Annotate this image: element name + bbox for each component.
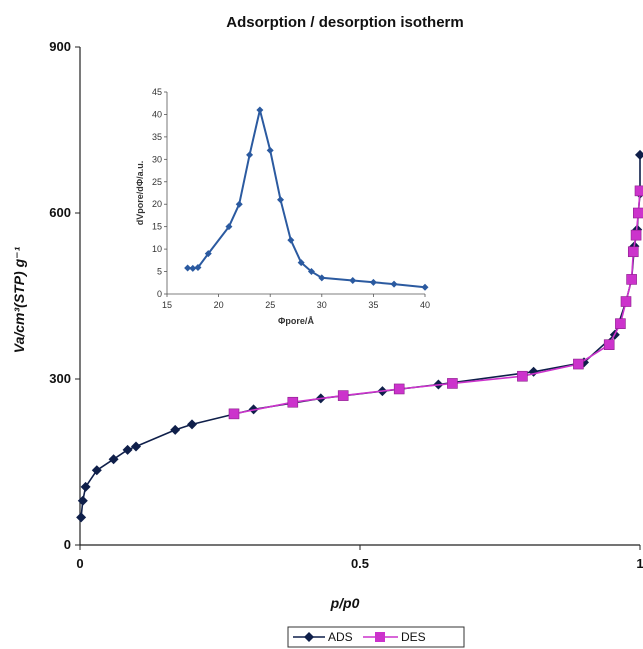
ads-line: [80, 154, 641, 518]
inset-point: [349, 277, 357, 285]
inset-point: [204, 250, 212, 258]
des-point: [287, 396, 299, 408]
inset-x-tick-label: 20: [214, 300, 224, 310]
legend-des-marker: [375, 632, 385, 642]
x-tick-label: 0.5: [351, 556, 369, 571]
inset-point: [369, 278, 377, 286]
inset-y-tick-label: 25: [152, 177, 162, 187]
inset-y-tick-label: 45: [152, 87, 162, 97]
inset-y-tick-label: 15: [152, 222, 162, 232]
des-point: [228, 408, 240, 420]
des-point: [633, 207, 643, 219]
des-point: [627, 246, 639, 258]
inset-x-axis-label: Φpore/Å: [278, 316, 314, 326]
y-tick-label: 300: [49, 371, 71, 386]
inset-point: [318, 274, 326, 282]
legend-ads-marker: [304, 632, 314, 642]
inset-series-line: [187, 109, 426, 289]
des-point: [573, 358, 584, 370]
des-point: [603, 339, 615, 350]
des-series: [228, 185, 643, 420]
ads-point: [187, 419, 197, 430]
ads-point: [80, 481, 91, 492]
x-tick-label: 0: [76, 556, 83, 571]
ads-point: [131, 441, 141, 452]
ads-point: [170, 424, 181, 435]
ads-point: [77, 495, 88, 506]
legend-des-label: DES: [401, 630, 426, 644]
inset-point: [235, 200, 243, 208]
inset-point: [421, 283, 429, 291]
inset-point: [184, 264, 192, 272]
inset-y-tick-label: 35: [152, 132, 162, 142]
des-point: [630, 229, 642, 241]
inset-y-tick-label: 40: [152, 109, 162, 119]
inset-y-axis-label: dVpore/dΦ/a.u.: [135, 161, 145, 225]
inset-y-tick-label: 30: [152, 154, 162, 164]
y-axis-label: Va/cm³(STP) g⁻¹: [11, 246, 27, 353]
inset-point: [256, 106, 264, 114]
inset-y-tick-label: 0: [157, 289, 162, 299]
inset-x-tick-label: 30: [317, 300, 327, 310]
ads-point: [108, 454, 119, 465]
des-point: [634, 185, 643, 197]
chart-title: Adsorption / desorption isotherm: [226, 14, 464, 31]
inset-plot: 0 5 10 15 20 25 30 35 40 45 15 20 25 30 35 40 Φpore/Å dVp…: [135, 87, 430, 326]
des-point: [517, 370, 528, 382]
y-tick-label: 900: [49, 39, 71, 54]
inset-point: [390, 280, 398, 288]
y-tick-label: 0: [64, 537, 71, 552]
des-point: [337, 390, 349, 401]
inset-point: [266, 146, 274, 154]
ads-point: [91, 465, 102, 476]
inset-x-tick-label: 35: [368, 300, 378, 310]
inset-x-tick-label: 40: [420, 300, 430, 310]
inset-x-tick-label: 15: [162, 300, 172, 310]
inset-point: [277, 196, 285, 204]
main-series-group: [76, 149, 643, 523]
inset-x-tick-label: 25: [265, 300, 275, 310]
ads-point: [635, 149, 643, 160]
legend: ADS DES: [287, 626, 465, 648]
des-point: [626, 274, 637, 285]
inset-point: [307, 268, 315, 276]
des-point: [393, 383, 405, 395]
inset-point: [297, 259, 305, 267]
inset-point: [225, 223, 233, 231]
inset-point: [287, 236, 295, 244]
des-point: [620, 296, 632, 307]
x-axis-label: p/p0: [330, 595, 360, 611]
inset-point: [189, 264, 197, 272]
des-point: [447, 378, 458, 389]
x-tick-label: 1: [636, 556, 643, 571]
inset-y-tick-label: 20: [152, 199, 162, 209]
des-point: [615, 318, 626, 329]
des-line: [233, 190, 641, 415]
inset-y-tick-label: 5: [157, 267, 162, 277]
y-tick-label: 600: [49, 205, 71, 220]
ads-point: [76, 512, 87, 523]
legend-ads-label: ADS: [328, 630, 353, 644]
ads-point: [122, 444, 133, 455]
inset-point: [246, 151, 254, 159]
inset-point: [194, 264, 202, 272]
inset-y-tick-label: 10: [152, 244, 162, 254]
